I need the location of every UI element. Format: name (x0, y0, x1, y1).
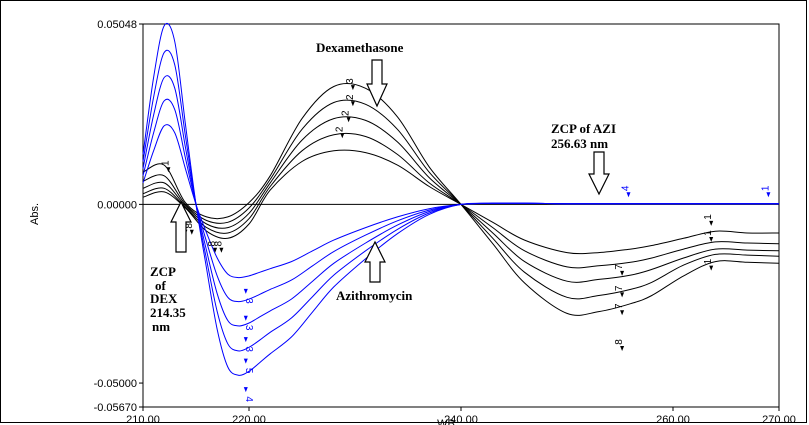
azithromycin-arrow-icon (364, 240, 386, 283)
y-tick-label-2: 0.00000 (97, 199, 137, 211)
curve-marker-icon-15 (709, 237, 714, 242)
curve-label-4: 2 (334, 126, 345, 132)
annotation-dexamethasone: Dexamethasone (316, 40, 404, 108)
zcp-azi-label: ZCP of AZI (551, 121, 616, 136)
zcp-dex-label-3: DEX (150, 291, 178, 306)
curve-label-17: 3 (243, 298, 254, 304)
dexamethasone-arrow-icon (366, 59, 388, 108)
curve-marker-icon-11 (620, 292, 625, 298)
y-axis-label: Abs. (29, 203, 41, 225)
curve-label-7: 8 (184, 223, 195, 229)
curve-label-16: 1 (703, 258, 714, 264)
x-axis-partial-label: WB (437, 418, 455, 425)
curve-label-22: 4 (621, 185, 632, 191)
spectrum-line-3 (142, 116, 780, 283)
dexamethasone-label: Dexamethasone (316, 40, 404, 55)
y-tick-label-1: 0.05048 (97, 19, 137, 31)
curve-marker-icon-12 (620, 310, 625, 316)
azithromycin-label: Azithromycin (336, 288, 413, 303)
curve-label-10: 7 (614, 264, 625, 270)
series-layer (142, 22, 780, 376)
curve-label-20: 5 (243, 368, 254, 374)
curve-marker-icon-10 (620, 270, 625, 276)
plot-border (142, 23, 780, 408)
curve-marker-icon-4 (340, 133, 345, 139)
zcp-azi-value: 256.63 nm (551, 136, 608, 151)
curve-marker-icon-18 (243, 315, 248, 321)
y-tick-label-4: -0.05670 (94, 402, 137, 414)
zcp-dex-label-4: 214.35 (150, 305, 186, 320)
curve-marker-icon-13 (620, 346, 625, 351)
spectrum-line-7 (142, 98, 779, 303)
x-tick-label-3: 240.00 (444, 414, 478, 425)
spectrum-line-4 (142, 99, 780, 300)
curve-label-8: 8 (207, 241, 218, 247)
x-tick-label-2: 220.00 (232, 414, 266, 425)
spectrum-line-10 (142, 22, 779, 376)
curve-marker-icon-16 (709, 265, 714, 271)
zcp-dex-label-2: of (155, 278, 167, 293)
annotation-zcp-dex: ZCP of DEX 214.35 nm (150, 200, 192, 334)
zcp-dex-arrow-icon (170, 200, 192, 253)
curve-label-21: 4 (243, 396, 254, 402)
curve-marker-icon-22 (626, 192, 631, 198)
curve-label-14: 1 (703, 214, 714, 220)
curve-label-1: 3 (345, 78, 356, 84)
curve-label-2: 2 (345, 94, 356, 100)
curve-label-9: 8 (213, 240, 224, 246)
zcp-azi-arrow-icon (588, 151, 610, 196)
curve-marker-icon-2 (350, 101, 355, 107)
curve-marker-icon-21 (243, 387, 248, 393)
axes-layer: 210.00 220.00 240.00 260.00 270.00 0.05048 0.0… (94, 19, 796, 425)
curve-marker-icon-17 (243, 288, 248, 294)
zcp-dex-label-1: ZCP (150, 264, 176, 279)
curve-labels-layer: 32221888877781113335441 (160, 78, 771, 402)
spectrum-line-5 (142, 82, 780, 316)
zcp-dex-label-5: nm (152, 319, 170, 334)
curve-marker-icon-7 (189, 229, 194, 235)
spectrum-line-6 (142, 124, 779, 279)
curve-label-5: 1 (160, 160, 171, 166)
annotation-zcp-azi: ZCP of AZI 256.63 nm (551, 121, 616, 196)
curve-marker-icon-19 (243, 337, 248, 343)
curve-label-19: 3 (243, 346, 254, 352)
curve-marker-icon-8 (213, 247, 218, 253)
curve-label-23: 1 (760, 185, 771, 191)
spectrum-line-9 (142, 49, 779, 352)
x-tick-label-1: 210.00 (126, 414, 160, 425)
curve-marker-icon-3 (346, 117, 351, 123)
x-tick-label-4: 260.00 (656, 414, 690, 425)
spectrum-line-2 (142, 132, 780, 269)
curve-label-18: 3 (243, 325, 254, 331)
curve-marker-icon-23 (766, 192, 771, 198)
curve-label-11: 7 (614, 285, 625, 291)
curve-marker-icon-9 (219, 247, 224, 253)
curve-marker-icon-1 (350, 85, 355, 91)
curve-marker-icon-5 (166, 167, 171, 173)
curve-marker-icon-14 (709, 220, 714, 226)
annotation-azithromycin: Azithromycin (336, 240, 413, 303)
spectrum-line-8 (142, 75, 779, 327)
curve-label-12: 7 (614, 303, 625, 309)
curve-label-13: 8 (614, 339, 625, 345)
spectrum-line-1 (142, 149, 780, 255)
x-tick-label-5: 270.00 (762, 414, 796, 425)
y-tick-label-3: -0.05000 (94, 378, 137, 390)
curve-label-3: 2 (341, 110, 352, 116)
curve-label-15: 1 (703, 230, 714, 236)
curve-marker-icon-20 (243, 358, 248, 364)
plot-area (142, 23, 780, 408)
